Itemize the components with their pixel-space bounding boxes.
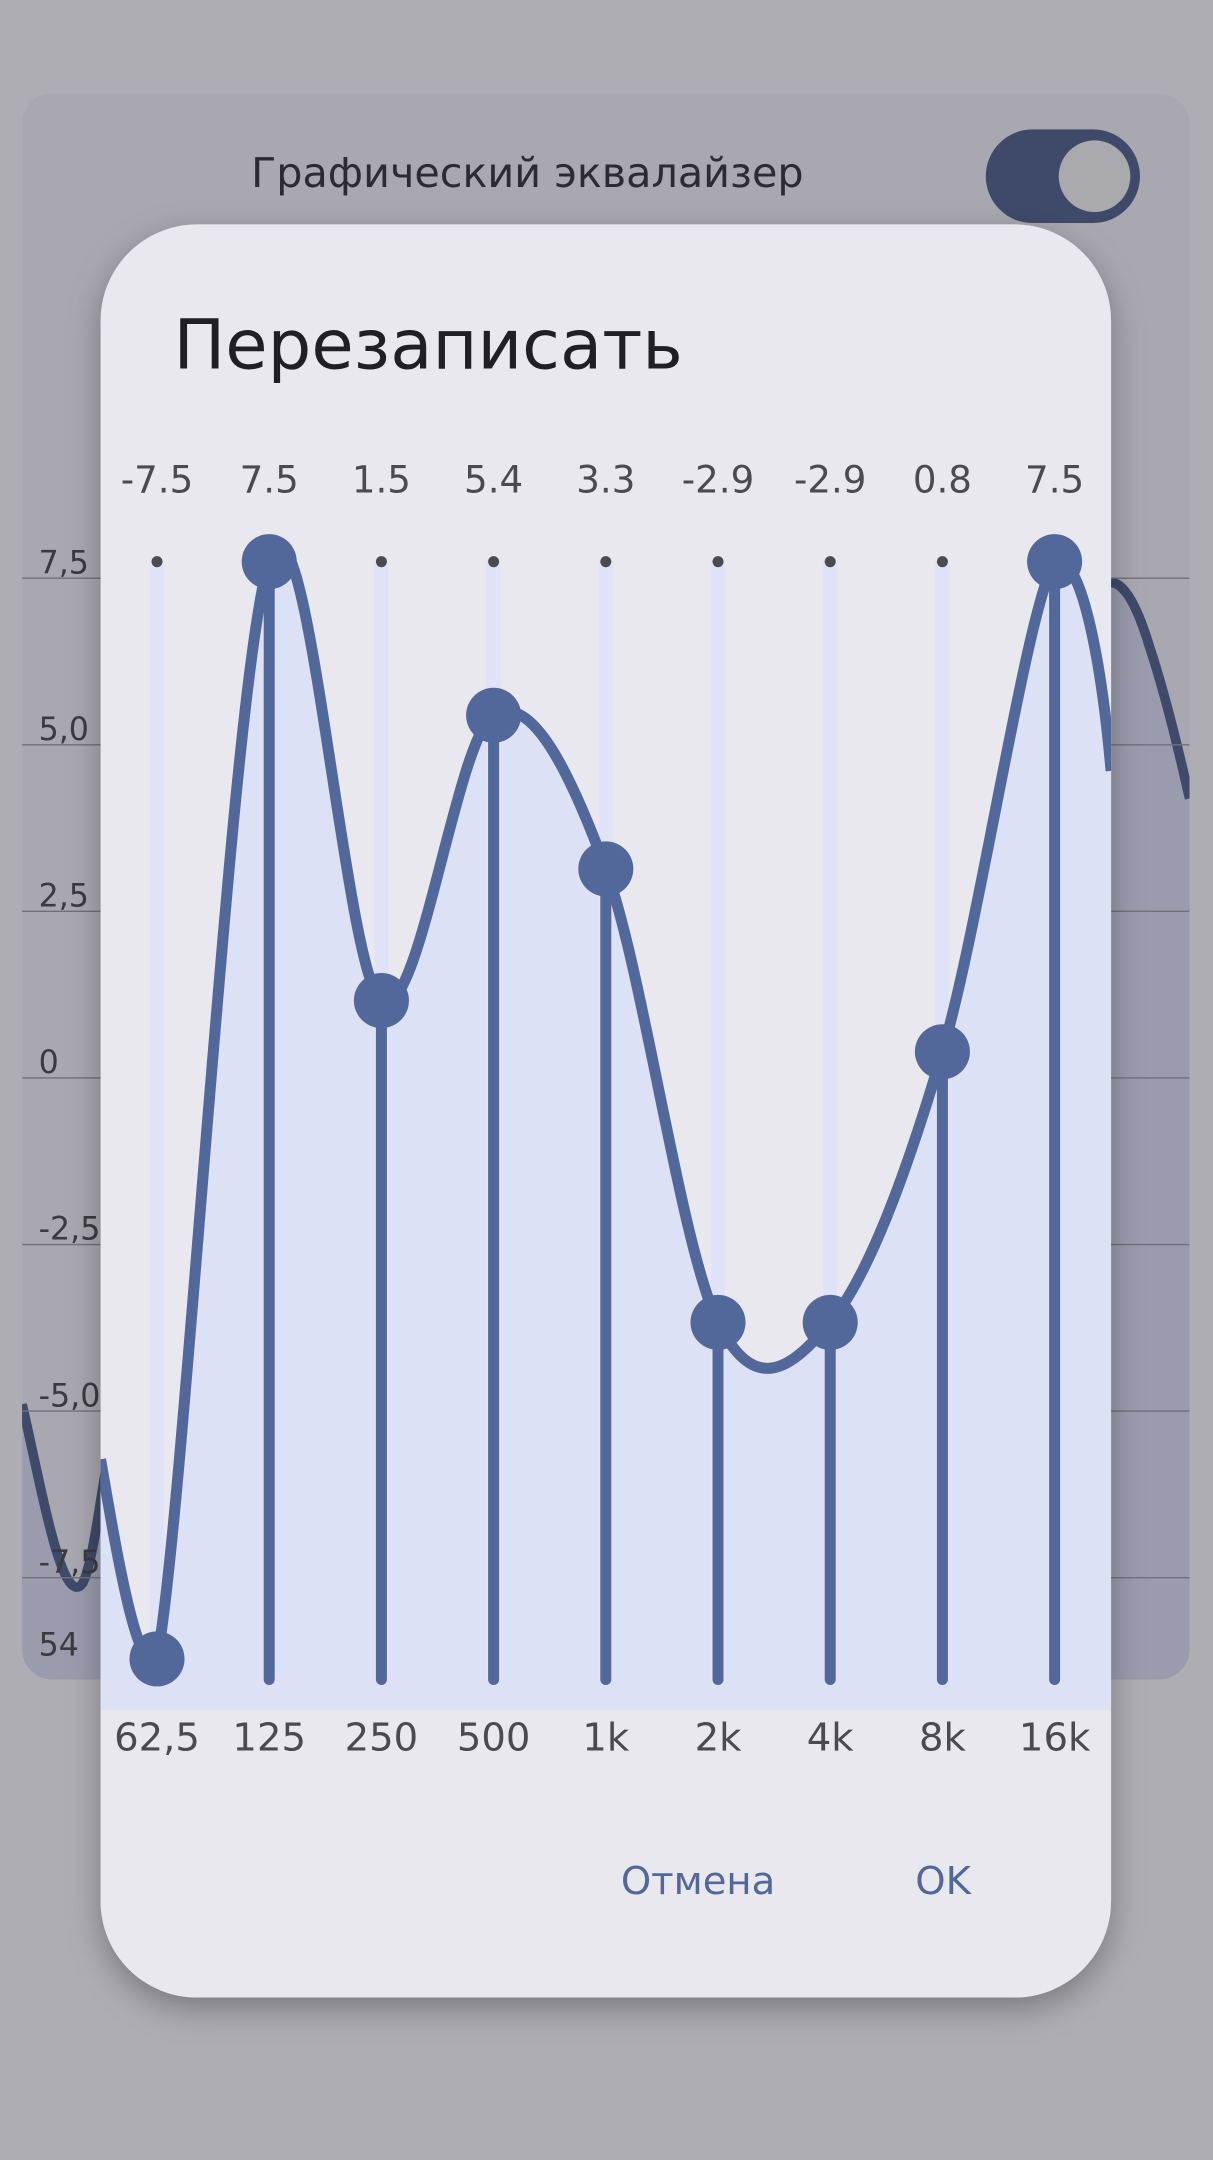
value-label: 1.5	[352, 457, 411, 501]
ok-button[interactable]: OK	[915, 1859, 972, 1904]
toggle-knob	[1058, 140, 1131, 213]
value-label: 5.4	[464, 457, 523, 501]
frequency-label: 1k	[582, 1716, 630, 1761]
band-top-dot	[824, 556, 836, 568]
band-handle	[129, 1631, 185, 1687]
band-top-dot	[712, 556, 724, 568]
screen-title: Графический эквалайзер	[251, 149, 804, 197]
bg-tick-label: 5,0	[39, 712, 89, 748]
bg-tick-label: 0	[39, 1045, 59, 1081]
band-handle	[802, 1294, 858, 1350]
frequency-label: 62,5	[114, 1716, 200, 1761]
value-label: 7.5	[240, 457, 299, 501]
bg-label: 54	[39, 1628, 79, 1664]
value-label: -7.5	[121, 457, 194, 501]
bg-area	[1087, 582, 1190, 1680]
bg-tick-label: -7,5	[39, 1545, 101, 1581]
bg-tick-label: 2,5	[39, 879, 89, 915]
frequency-label: 125	[232, 1716, 306, 1761]
band-top-dot	[488, 556, 500, 568]
band-top-dot	[936, 556, 948, 568]
band-top-dot	[375, 556, 387, 568]
frequency-label: 250	[345, 1716, 419, 1761]
bg-area	[22, 1376, 124, 1680]
band-handle	[1027, 534, 1083, 590]
frequency-label: 16k	[1019, 1716, 1091, 1761]
value-label: 7.5	[1025, 457, 1084, 501]
band-handle	[914, 1024, 970, 1080]
frequency-label: 2k	[695, 1716, 743, 1761]
band-handle	[578, 841, 634, 897]
bg-tick-label: -5,0	[39, 1378, 101, 1414]
eq-curve	[151, 541, 1060, 1660]
band-top-dot	[151, 556, 163, 568]
band-handle	[353, 973, 409, 1029]
cancel-button[interactable]: Отмена	[621, 1859, 775, 1904]
dialog-title: Перезаписать	[174, 306, 683, 386]
value-label: -2.9	[682, 457, 755, 501]
value-label: 0.8	[913, 457, 972, 501]
frequency-label: 500	[457, 1716, 531, 1761]
bg-tick-label: 7,5	[39, 545, 89, 581]
band-top-dot	[600, 556, 612, 568]
eq-chart	[100, 534, 1112, 1710]
band-handle	[690, 1294, 746, 1350]
bg-tick-label: -2,5	[39, 1212, 101, 1248]
frequency-label: 8k	[919, 1716, 967, 1761]
value-label: -2.9	[794, 457, 867, 501]
frequency-label: 4k	[807, 1716, 855, 1761]
band-handle	[466, 687, 522, 743]
value-label: 3.3	[576, 457, 635, 501]
band-handle	[241, 534, 297, 590]
